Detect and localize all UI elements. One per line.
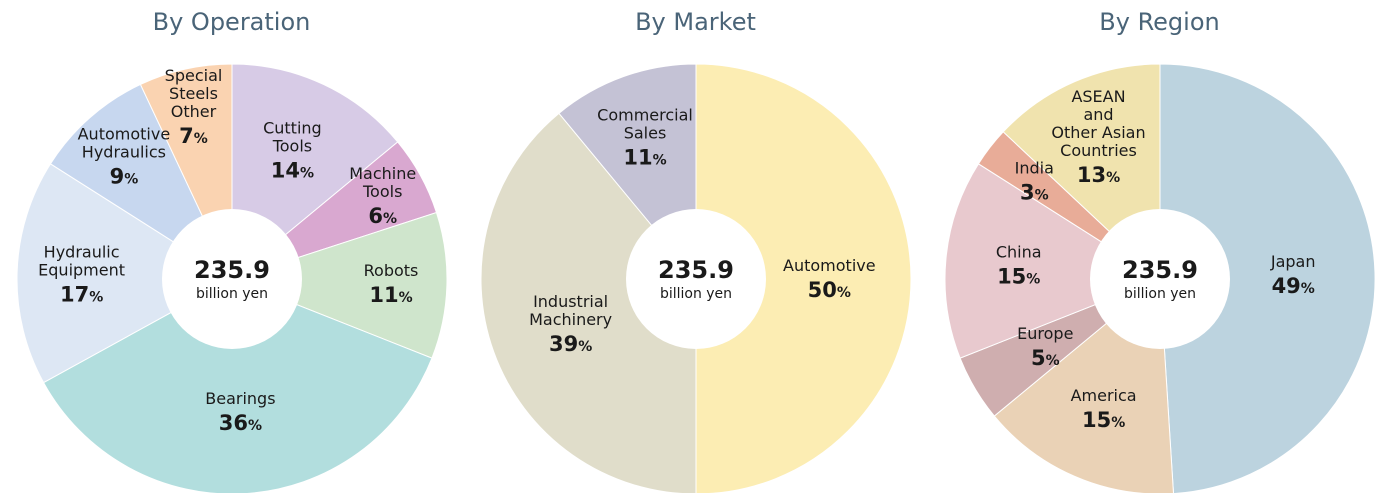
slice-label-text: Countries [1060, 141, 1137, 160]
pie-slice-china [944, 163, 1162, 359]
pie-slice-bearings [42, 278, 433, 493]
slice-label-text: Tools [362, 182, 402, 201]
slice-label-text: Tools [272, 137, 312, 156]
market-panel: By Market Automotive 50% Industrial Machine… [464, 0, 927, 493]
slice-label-text: Special [165, 66, 223, 85]
pie-slice-japan [1159, 63, 1376, 493]
slice-label-text: Machinery [529, 310, 612, 329]
region-chart-title: By Region [1099, 8, 1220, 36]
slice-label-text: Commercial [597, 105, 693, 124]
slice-label-text: Japan [1270, 252, 1316, 271]
market-pie-chart: Automotive50%IndustrialMachinery39%Comme… [480, 63, 912, 493]
operation-panel: By Operation Cutting Tools 14% Machine Tools… [0, 0, 463, 493]
slice-percent-bearings: 36% [219, 411, 262, 435]
center-total-value: 235.9 [658, 256, 734, 284]
slice-label-text: and [1083, 105, 1113, 124]
operation-chart-title: By Operation [152, 8, 311, 36]
pie-slice-industrial-machinery [480, 112, 697, 493]
pie-slice-hydraulic-equipment [16, 163, 233, 384]
slice-label-text: Equipment [38, 260, 125, 279]
slice-label-text: Bearings [205, 389, 275, 408]
slice-label-text: Sales [624, 123, 667, 142]
slice-label-text: Other [171, 102, 217, 121]
center-total-unit: billion yen [660, 286, 732, 302]
slice-label-text: Steels [169, 84, 218, 103]
slice-label-text: Machine [349, 164, 416, 183]
slice-label-text: Automotive [78, 124, 171, 143]
pie-slice-automotive [695, 63, 912, 493]
center-total-value: 235.9 [194, 256, 270, 284]
slice-label-bearings: Bearings 36% [205, 389, 275, 435]
slice-label-text: ASEAN [1071, 87, 1125, 106]
slice-label-text: India [1015, 159, 1054, 178]
slice-label-text: Hydraulic [44, 242, 120, 261]
region-panel: By Region Japan 49% America 15% Europe 5% Chin… [928, 0, 1391, 493]
center-total-value: 235.9 [1122, 256, 1198, 284]
pie-slice-robots [230, 211, 448, 359]
slice-label-text: Hydraulics [82, 142, 166, 161]
center-hole [162, 209, 302, 349]
slice-label-text: Cutting [263, 119, 322, 138]
center-total-unit: billion yen [1124, 286, 1196, 302]
center-hole [1090, 209, 1230, 349]
center-total-unit: billion yen [196, 286, 268, 302]
slice-label-text: America [1071, 386, 1137, 405]
slice-label-text: China [996, 243, 1042, 262]
slice-label-text: Other Asian [1051, 123, 1145, 142]
market-chart-title: By Market [635, 8, 756, 36]
region-pie-chart: Japan49%America15%Europe5%China15%India3… [944, 63, 1376, 493]
slice-label-text: Industrial [533, 292, 608, 311]
slice-label-text: Europe [1017, 324, 1073, 343]
center-hole [626, 209, 766, 349]
slice-label-text: Automotive [783, 256, 876, 275]
slice-label-text: Robots [364, 261, 419, 280]
